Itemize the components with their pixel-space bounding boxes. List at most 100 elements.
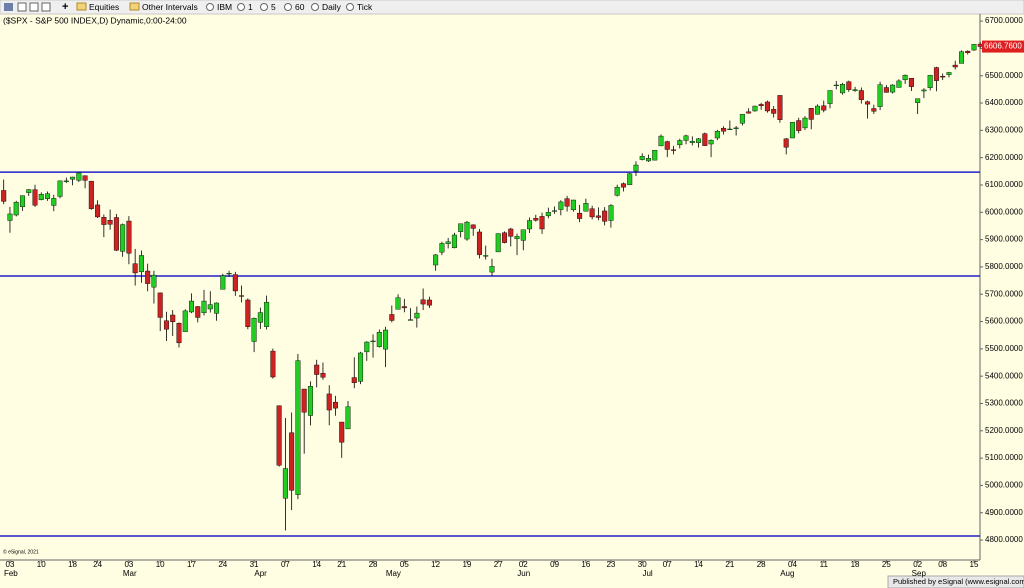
candle-body	[608, 205, 614, 221]
candle-body	[671, 149, 677, 151]
y-tick-label: 6500.0000	[985, 71, 1023, 80]
candle-body	[639, 156, 645, 160]
candle-body	[908, 77, 914, 87]
candle-body	[696, 138, 702, 143]
candle-body	[808, 108, 814, 120]
candle-body	[545, 212, 551, 217]
icon[interactable]	[237, 3, 245, 11]
x-tick-label: 24	[218, 560, 227, 569]
candle-body	[777, 95, 783, 120]
candle-body	[320, 372, 326, 378]
folder-icon[interactable]	[76, 2, 87, 11]
candle-body	[358, 352, 364, 382]
month-label: Mar	[123, 569, 137, 578]
candle-body	[570, 199, 576, 211]
candle-body	[921, 89, 927, 92]
icon[interactable]	[346, 3, 354, 11]
candle-body	[489, 266, 495, 273]
button[interactable]: 60	[295, 2, 305, 12]
button[interactable]: Daily	[322, 2, 342, 12]
button[interactable]: IBM	[217, 2, 232, 12]
candle-body	[702, 133, 708, 146]
month-label: Jun	[517, 569, 530, 578]
candle-body	[458, 223, 464, 232]
x-tick-label: 23	[606, 560, 615, 569]
icon[interactable]	[260, 3, 268, 11]
candle-body	[282, 468, 288, 499]
y-tick-label: 5400.0000	[985, 371, 1023, 380]
x-tick-label: 18	[851, 560, 860, 569]
candle-body	[652, 150, 658, 161]
candle-body	[7, 213, 13, 221]
candle-body	[351, 377, 357, 383]
candle-body	[207, 304, 213, 310]
candle-body	[677, 140, 683, 146]
folder-icon[interactable]	[129, 2, 140, 11]
candle-body	[370, 340, 376, 342]
candle-body	[163, 320, 169, 330]
candle-body	[439, 243, 445, 253]
icon[interactable]	[4, 3, 13, 11]
candle-body	[101, 217, 107, 225]
candle-body	[339, 421, 345, 443]
candle-body	[552, 210, 558, 212]
icon[interactable]	[206, 3, 214, 11]
toolbar-bg	[0, 0, 1024, 15]
candle-body	[758, 104, 764, 106]
candle-body	[82, 175, 88, 181]
last-price-box	[982, 40, 1024, 53]
candle-body	[815, 105, 821, 115]
candle-body	[539, 216, 545, 230]
x-tick-label: 02	[519, 560, 528, 569]
candle-body	[295, 360, 301, 495]
month-label: Jul	[642, 569, 652, 578]
month-label: Aug	[780, 569, 794, 578]
x-tick-label: 15	[970, 560, 979, 569]
menu[interactable]: Other Intervals	[142, 2, 198, 12]
x-tick-label: 17	[187, 560, 196, 569]
candle-body	[51, 198, 57, 206]
candle-body	[176, 322, 182, 344]
x-tick-label: 19	[462, 560, 471, 569]
candle-body	[57, 180, 63, 197]
candle-body	[314, 364, 320, 375]
candle-body	[771, 109, 777, 114]
add-icon[interactable]: +	[62, 1, 68, 13]
x-tick-label: 21	[725, 560, 734, 569]
candle-body	[940, 76, 946, 78]
candle-body	[746, 111, 752, 114]
candle-body	[389, 314, 395, 321]
icon[interactable]	[41, 2, 51, 12]
candle-body	[332, 401, 338, 409]
icon[interactable]	[284, 3, 292, 11]
candle-body	[239, 295, 245, 297]
icon[interactable]	[311, 3, 319, 11]
candle-body	[946, 72, 952, 75]
candle-body	[977, 43, 983, 47]
x-tick-label: 02	[913, 560, 922, 569]
x-tick-label: 05	[400, 560, 409, 569]
candle-body	[470, 224, 476, 229]
icon[interactable]	[29, 2, 39, 12]
button[interactable]: 5	[271, 2, 276, 12]
candle-body	[88, 180, 94, 209]
button[interactable]: Tick	[357, 2, 373, 12]
candle-body	[971, 44, 977, 51]
candle-body	[789, 121, 795, 139]
x-tick-label: 03	[124, 560, 133, 569]
candle-body	[877, 84, 883, 107]
menu[interactable]: Equities	[89, 2, 119, 12]
button[interactable]: 1	[248, 2, 253, 12]
publisher-box	[887, 575, 1024, 588]
x-tick-label: 08	[938, 560, 947, 569]
candle-body	[527, 220, 533, 230]
icon[interactable]	[17, 2, 27, 12]
candle-body	[708, 139, 714, 145]
candle-body	[733, 127, 739, 129]
candle-body	[865, 101, 871, 105]
candle-body	[95, 204, 101, 218]
candle-body	[301, 388, 307, 413]
candle-body	[414, 312, 420, 319]
candle-body	[138, 255, 144, 273]
